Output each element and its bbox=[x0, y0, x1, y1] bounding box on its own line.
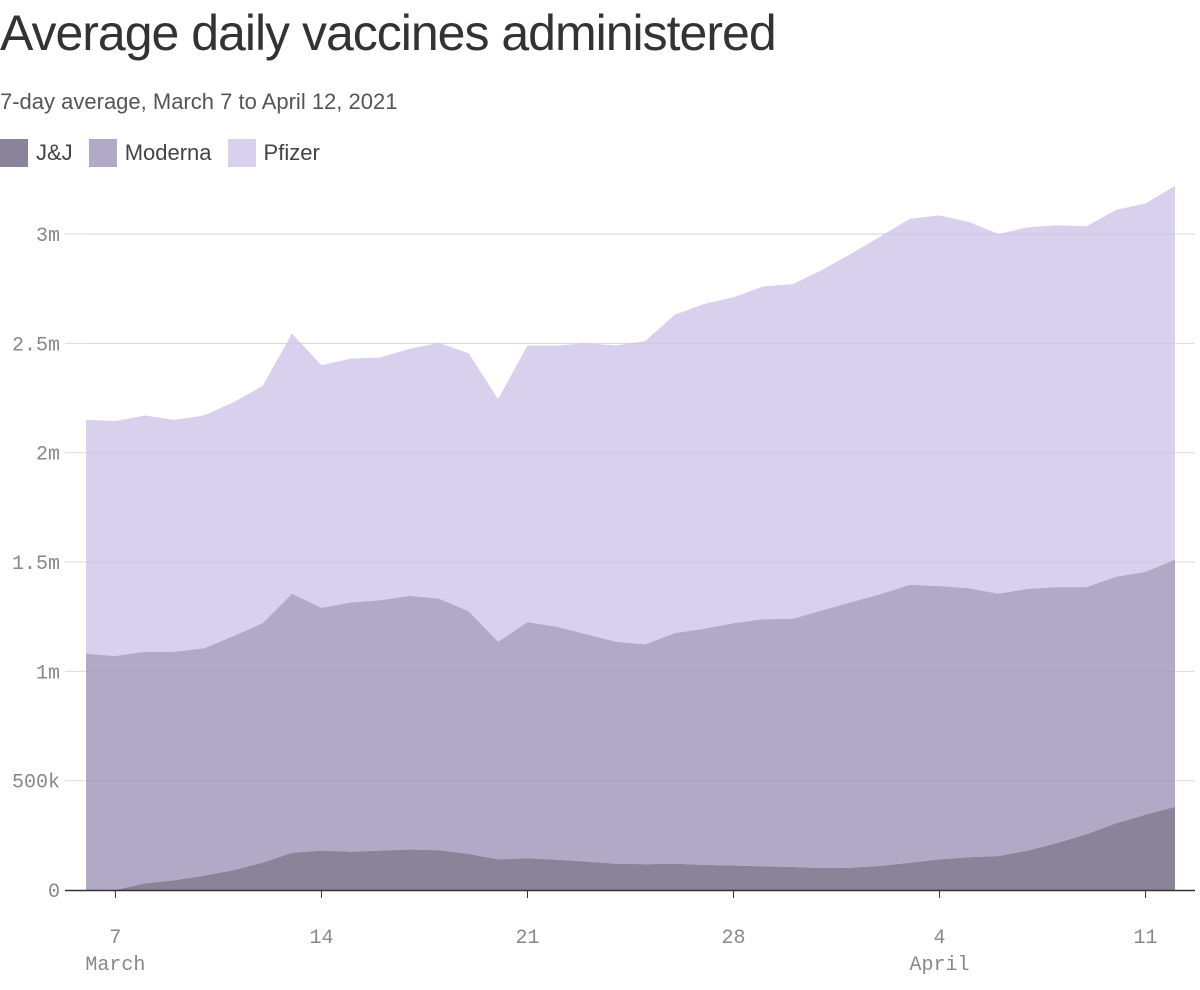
x-tick-label: 7 bbox=[109, 927, 121, 950]
x-month-label: April bbox=[910, 954, 970, 977]
area-pfizer bbox=[86, 185, 1175, 656]
legend-item-moderna: Moderna bbox=[88, 139, 212, 167]
y-tick-label: 3m bbox=[36, 225, 60, 248]
legend-item-pfizer: Pfizer bbox=[227, 139, 320, 167]
x-tick-label: 21 bbox=[515, 927, 539, 950]
chart-legend: J&J Moderna Pfizer bbox=[0, 138, 336, 168]
legend-label-moderna: Moderna bbox=[124, 140, 212, 165]
legend-swatch-pfizer bbox=[227, 139, 256, 167]
legend-item-jj: J&J bbox=[0, 139, 73, 167]
y-tick-label: 1m bbox=[36, 662, 60, 685]
y-tick-label: 2.5m bbox=[12, 334, 60, 357]
y-tick-label: 0 bbox=[48, 881, 60, 904]
y-tick-label: 2m bbox=[36, 444, 60, 467]
area-jj bbox=[86, 806, 1175, 890]
chart-title: Average daily vaccines administered bbox=[0, 5, 777, 61]
area-moderna bbox=[86, 559, 1175, 890]
x-tick-label: 28 bbox=[722, 927, 746, 950]
legend-swatch-moderna bbox=[88, 139, 117, 167]
legend-label-jj: J&J bbox=[36, 140, 73, 165]
x-tick-label: 11 bbox=[1134, 927, 1158, 950]
legend-swatch-jj bbox=[0, 139, 28, 167]
x-tick-label: 14 bbox=[309, 927, 333, 950]
y-tick-label: 500k bbox=[12, 772, 60, 795]
x-tick-label: 4 bbox=[934, 927, 946, 950]
y-tick-label: 1.5m bbox=[12, 553, 60, 576]
legend-label-pfizer: Pfizer bbox=[263, 140, 320, 165]
x-month-label: March bbox=[85, 954, 145, 977]
chart-subtitle: 7-day average, March 7 to April 12, 2021 bbox=[0, 89, 398, 114]
